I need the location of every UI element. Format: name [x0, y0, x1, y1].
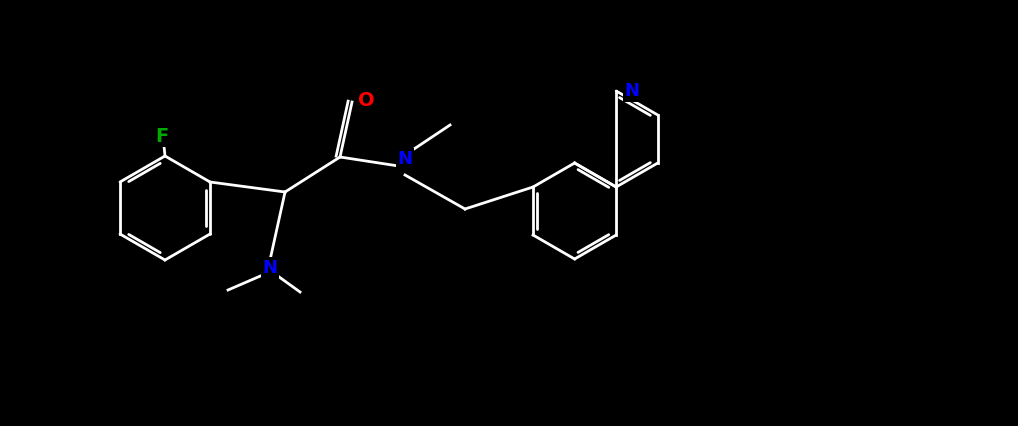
Text: N: N: [263, 259, 278, 277]
Text: N: N: [398, 150, 412, 168]
Text: O: O: [357, 90, 375, 109]
Text: F: F: [156, 127, 169, 146]
Text: N: N: [625, 82, 639, 100]
